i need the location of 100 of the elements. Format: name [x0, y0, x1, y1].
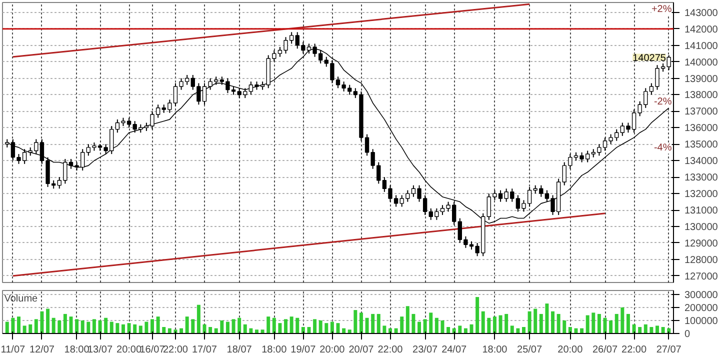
- bar: [162, 326, 166, 334]
- bar: [58, 320, 62, 334]
- bar: [290, 316, 294, 334]
- bar: [504, 314, 508, 334]
- bar: [185, 316, 189, 334]
- bar: [296, 318, 300, 334]
- candlestick: [562, 162, 566, 186]
- bar: [586, 315, 590, 334]
- bar: [208, 326, 212, 334]
- bar: [481, 311, 485, 334]
- y-tick-label: 0: [684, 329, 690, 340]
- bar: [121, 324, 125, 334]
- bar: [80, 320, 84, 334]
- bar: [196, 304, 200, 334]
- bar: [534, 308, 538, 334]
- x-tick-label: 12/07: [29, 344, 55, 356]
- candlestick: [370, 148, 375, 170]
- bar: [243, 324, 247, 334]
- y-tick-label: 134000: [684, 156, 718, 168]
- y-tick-label: 130000: [684, 222, 718, 233]
- bar: [644, 324, 648, 334]
- y-tick-label: 137000: [684, 106, 718, 118]
- bar: [626, 314, 630, 334]
- candlestick: [527, 186, 532, 208]
- bar: [400, 316, 404, 334]
- x-tick-label: 23/07: [412, 344, 438, 356]
- bar: [318, 320, 322, 334]
- x-tick-label: 26/07: [592, 344, 618, 356]
- x-tick-label: 18:00: [482, 344, 508, 356]
- candlestick: [190, 74, 195, 90]
- bar: [220, 320, 224, 334]
- y-tick-label: 132000: [684, 189, 718, 200]
- x-tick-label: 20:00: [558, 344, 584, 356]
- y-tick-label: 136000: [684, 123, 718, 134]
- annotation: -4%: [654, 142, 672, 154]
- bar: [330, 322, 334, 334]
- bar: [620, 307, 624, 334]
- bar: [17, 316, 20, 334]
- annotation: -2%: [654, 96, 672, 108]
- bar: [63, 314, 67, 334]
- y-tick-label: 142000: [684, 24, 718, 36]
- x-tick-label: 19/07: [290, 344, 316, 356]
- bar: [597, 314, 601, 334]
- y-tick-label: 141000: [684, 40, 718, 52]
- x-tick-label: 22:00: [378, 344, 404, 356]
- bar: [556, 314, 560, 334]
- bar: [661, 326, 665, 334]
- bar: [440, 320, 444, 334]
- bar: [487, 318, 491, 334]
- x-tick-label: 22:00: [162, 344, 188, 356]
- y-tick-label: 100000: [684, 316, 718, 327]
- bar: [458, 326, 462, 334]
- bar: [382, 326, 386, 334]
- y-tick-label: 140000: [684, 57, 718, 68]
- candlestick: [324, 56, 328, 68]
- x-tick-label: 20/07: [348, 344, 374, 356]
- bar: [348, 330, 352, 334]
- y-tick-label: 127000: [684, 271, 718, 282]
- bar: [434, 318, 438, 334]
- bar: [376, 314, 380, 334]
- y-tick-label: 133000: [684, 172, 718, 184]
- bar: [52, 318, 56, 334]
- bar: [492, 316, 496, 334]
- bar: [609, 320, 613, 334]
- candlestick: [289, 32, 294, 44]
- bar: [34, 319, 38, 334]
- bar: [498, 315, 502, 334]
- bar: [22, 326, 26, 334]
- bar: [284, 319, 288, 334]
- bar: [656, 326, 659, 334]
- bar: [423, 319, 427, 334]
- y-tick-label: 128000: [684, 254, 718, 266]
- x-tick-label: 13/07: [88, 344, 113, 356]
- bar: [324, 323, 328, 334]
- bar: [40, 311, 44, 334]
- chart-title: Volume: [4, 294, 38, 304]
- bar: [138, 326, 142, 334]
- candlestick: [376, 162, 381, 184]
- bar: [92, 319, 96, 334]
- y-tick-label: 143000: [684, 8, 718, 19]
- bar: [133, 324, 137, 334]
- bar: [446, 326, 450, 334]
- bar: [11, 318, 15, 334]
- bar: [254, 330, 258, 334]
- bar: [226, 322, 230, 334]
- bar: [429, 312, 433, 334]
- bar: [307, 326, 311, 334]
- y-tick-label: 200000: [684, 302, 718, 314]
- x-tick-label: 18:00: [262, 344, 288, 356]
- y-tick-label: 135000: [684, 140, 718, 151]
- bar: [156, 316, 160, 334]
- bar: [418, 322, 422, 334]
- bar: [614, 314, 618, 334]
- bar: [104, 318, 108, 334]
- bar: [266, 316, 270, 334]
- x-tick-label: 16/07: [140, 344, 166, 356]
- x-tick-label: 27/07: [656, 344, 682, 356]
- bar: [116, 323, 120, 334]
- bar: [476, 297, 480, 334]
- x-tick-label: 24/07: [442, 344, 468, 356]
